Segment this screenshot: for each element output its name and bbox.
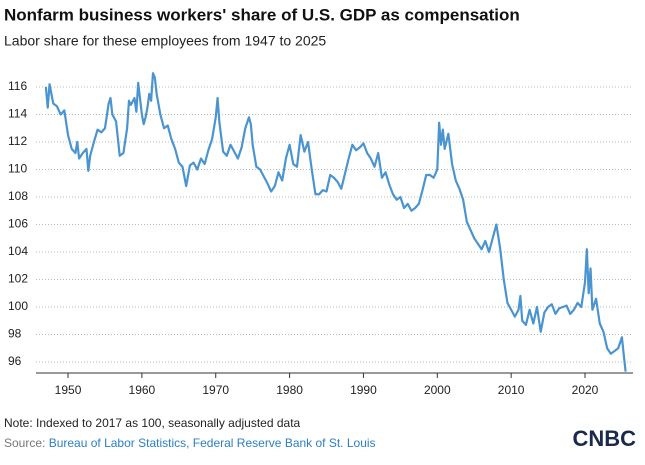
y-tick-label: 102: [8, 272, 28, 286]
y-tick-label: 110: [8, 162, 27, 176]
chart-subtitle: Labor share for these employees from 194…: [4, 33, 326, 49]
y-tick-label: 96: [8, 354, 22, 368]
x-tick-label: 1970: [202, 383, 229, 397]
source: Source: Bureau of Labor Statistics, Fede…: [4, 436, 376, 450]
y-tick-label: 108: [8, 189, 28, 203]
source-text: Bureau of Labor Statistics, Federal Rese…: [49, 436, 376, 450]
logo: CNBC: [572, 426, 636, 451]
y-tick-label: 98: [8, 327, 22, 341]
y-tick-label: 104: [8, 244, 28, 258]
x-tick-label: 2000: [424, 383, 451, 397]
x-tick-label: 1980: [276, 383, 303, 397]
x-tick-label: 2020: [572, 383, 599, 397]
y-tick-label: 114: [8, 107, 27, 121]
y-tick-label: 100: [8, 299, 28, 313]
plot-area: 96 98 100 102 104 106 108 110 112 114 116 1950 1960 1…: [8, 72, 633, 397]
y-tick-label: 112: [8, 134, 27, 148]
y-tick-label: 106: [8, 217, 28, 231]
line: [44, 72, 627, 372]
x-tick-label: 1990: [350, 383, 377, 397]
x-tick-label: 2010: [498, 383, 525, 397]
source-label: Source:: [4, 436, 45, 450]
x-tick-label: 1960: [129, 383, 156, 397]
note: Note: Indexed to 2017 as 100, seasonally…: [4, 416, 301, 430]
y-tick-label: 116: [8, 79, 27, 93]
chart-title: Nonfarm business workers' share of U.S. …: [4, 5, 520, 24]
x-tick-label: 1950: [55, 383, 82, 397]
